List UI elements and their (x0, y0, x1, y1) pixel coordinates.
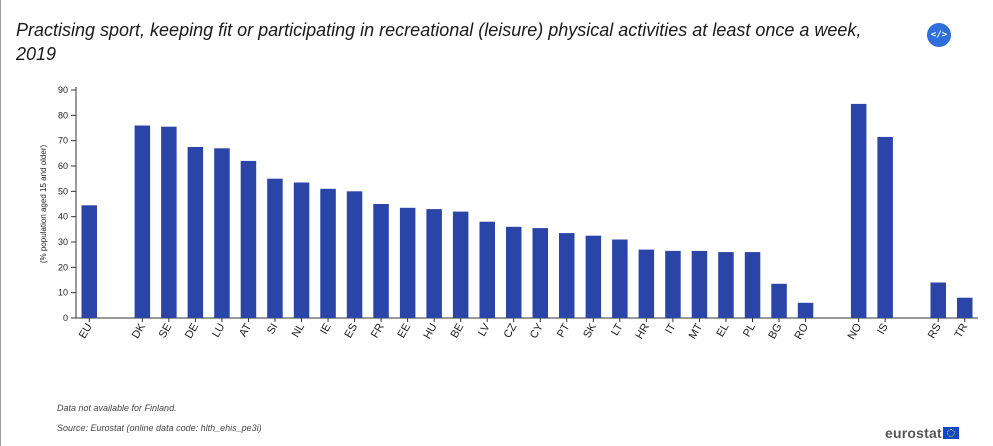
x-tick-label-cy: CY (528, 321, 546, 341)
footnote-note: Data not available for Finland. (57, 403, 177, 413)
bar-at[interactable] (240, 160, 257, 318)
x-tick-label-at: AT (237, 321, 254, 339)
footnote-source: Source: Eurostat (online data code: hlth… (57, 423, 262, 433)
x-tick-label-ie: IE (318, 322, 334, 337)
x-tick-label-nl: NL (290, 322, 307, 340)
bar-lt[interactable] (612, 239, 628, 319)
x-tick-label-tr: TR (953, 321, 971, 340)
left-border (0, 0, 1, 446)
x-tick-label-lv: LV (476, 321, 493, 339)
x-tick-label-fr: FR (369, 321, 387, 340)
chart-title: Practising sport, keeping fit or partici… (16, 20, 862, 64)
y-tick-label: 0 (63, 313, 68, 323)
x-tick-label-rs: RS (926, 322, 944, 341)
x-tick-label-is: IS (875, 322, 891, 337)
bar-el[interactable] (718, 252, 734, 318)
bar-is[interactable] (877, 136, 893, 318)
y-tick-label: 90 (58, 85, 68, 95)
bar-si[interactable] (267, 178, 283, 318)
bar-hr[interactable] (638, 249, 655, 318)
y-tick-label: 60 (58, 161, 68, 171)
x-tick-label-ee: EE (395, 322, 413, 341)
x-tick-label-sk: SK (581, 321, 599, 340)
x-tick-label-el: EL (714, 322, 731, 340)
bar-cz[interactable] (506, 226, 522, 318)
x-tick-label-cz: CZ (502, 321, 520, 340)
logo-text: eurostat (885, 425, 942, 441)
x-tick-label-de: DE (183, 322, 201, 341)
y-tick-label: 30 (58, 237, 68, 247)
bar-no[interactable] (850, 103, 867, 319)
x-tick-label-hr: HR (634, 321, 652, 341)
bar-de[interactable] (187, 147, 204, 318)
x-tick-label-dk: DK (130, 321, 148, 341)
bar-fr[interactable] (373, 204, 389, 318)
y-tick-label: 80 (58, 110, 68, 120)
bar-nl[interactable] (293, 182, 310, 319)
bar-pt[interactable] (559, 233, 575, 318)
bar-sk[interactable] (585, 235, 602, 318)
embed-code-button[interactable]: </> (927, 23, 951, 47)
y-axis-title: (% population aged 15 and older) (39, 145, 48, 264)
bar-rs[interactable] (930, 282, 947, 319)
bar-eu[interactable] (81, 205, 98, 318)
x-tick-label-se: SE (157, 322, 175, 341)
x-tick-label-no: NO (846, 321, 865, 342)
bar-bg[interactable] (771, 283, 787, 318)
x-tick-label-mt: MT (687, 321, 705, 341)
y-tick-label: 20 (58, 262, 68, 272)
y-tick-label: 50 (58, 186, 68, 196)
eu-flag-icon (942, 427, 959, 439)
bar-it[interactable] (665, 250, 681, 318)
bar-hu[interactable] (426, 209, 442, 318)
bar-se[interactable] (161, 126, 177, 318)
x-tick-label-ro: RO (793, 321, 812, 342)
y-tick-label: 10 (58, 288, 68, 298)
bar-ro[interactable] (797, 302, 814, 318)
bar-ee[interactable] (399, 207, 416, 318)
bar-be[interactable] (452, 211, 469, 318)
y-tick-label: 40 (58, 212, 68, 222)
bar-pl[interactable] (744, 252, 761, 318)
bar-es[interactable] (346, 191, 363, 318)
bar-lu[interactable] (214, 148, 230, 318)
x-tick-label-pt: PT (555, 321, 573, 339)
eurostat-logo[interactable]: eurostat (885, 425, 959, 441)
x-tick-label-pl: PL (741, 322, 758, 340)
bar-lv[interactable] (479, 221, 496, 318)
bar-dk[interactable] (134, 125, 151, 319)
x-tick-label-it: IT (663, 321, 678, 336)
y-tick-label: 70 (58, 136, 68, 146)
bar-mt[interactable] (691, 250, 708, 318)
bar-cy[interactable] (532, 228, 549, 318)
bars (81, 103, 973, 319)
x-tick-label-lu: LU (210, 321, 227, 339)
x-tick-label-lt: LT (609, 321, 626, 338)
x-tick-label-be: BE (449, 322, 467, 341)
x-tick-label-es: ES (342, 322, 360, 341)
x-axis-labels: EU DK SE DE LU AT SI NL IE ES FR EE HU BE LV CZ CY PT SK LT… (77, 318, 971, 342)
x-tick-label-eu: EU (77, 321, 95, 340)
x-tick-label-hu: HU (421, 321, 439, 341)
x-tick-label-si: SI (265, 322, 281, 337)
bar-chart: 0 10 20 30 40 50 60 70 80 90 EU DK SE DE LU AT SI NL IE ES… (39, 85, 978, 342)
x-tick-label-bg: BG (766, 322, 784, 342)
bar-tr[interactable] (957, 297, 973, 318)
bar-ie[interactable] (320, 188, 336, 318)
